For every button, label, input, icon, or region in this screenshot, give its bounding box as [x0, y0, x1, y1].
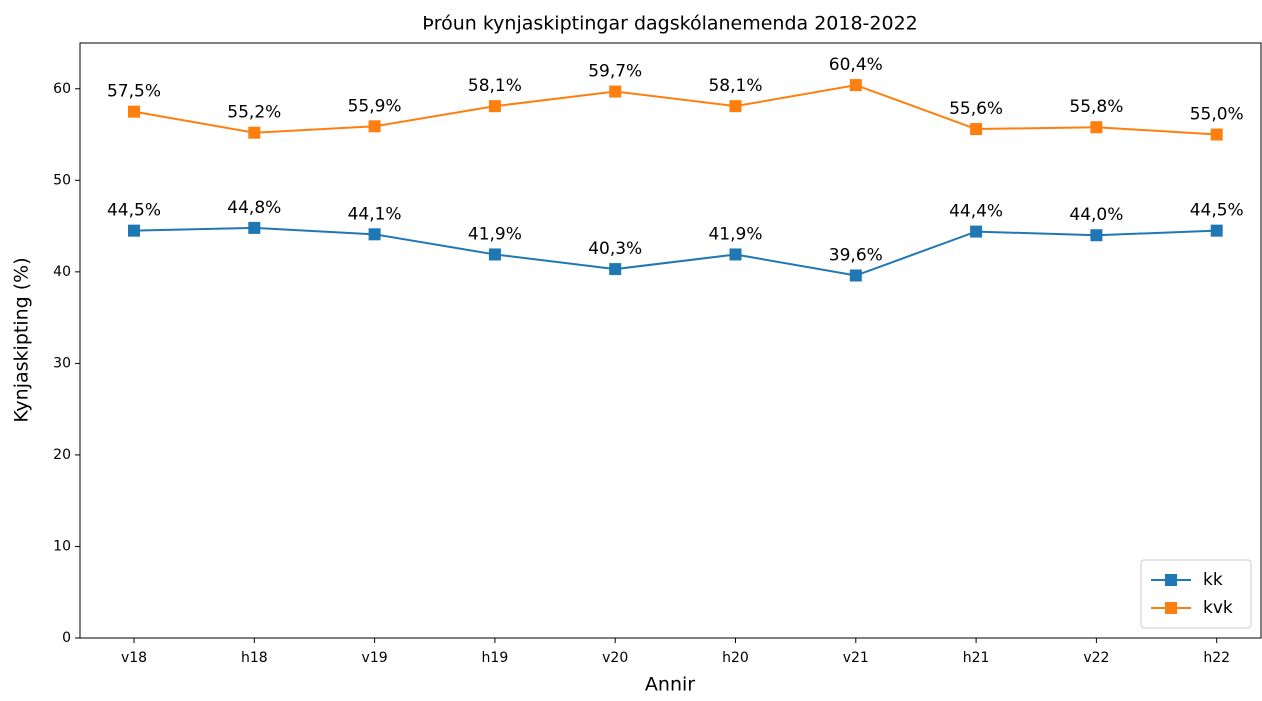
x-tick-label: v21: [843, 650, 869, 666]
point-marker: [609, 85, 622, 98]
legend-box: [1140, 559, 1252, 629]
point-marker: [128, 224, 140, 237]
x-tick-label: v22: [1083, 650, 1109, 666]
y-tick-label: 60: [53, 81, 71, 97]
value-label: 60,4%: [829, 55, 883, 75]
point-marker: [729, 248, 742, 261]
point-marker: [368, 228, 381, 241]
point-marker: [970, 123, 983, 136]
legend-label: kk: [1203, 570, 1223, 590]
y-tick-label: 0: [62, 630, 71, 646]
legend-marker: [1165, 574, 1177, 586]
x-tick-label: v19: [362, 650, 388, 666]
value-label: 58,1%: [708, 76, 762, 96]
point-marker: [849, 269, 862, 282]
value-label: 39,6%: [829, 246, 883, 266]
value-label: 41,9%: [708, 224, 762, 244]
value-label: 55,8%: [1069, 97, 1123, 117]
value-label: 55,0%: [1190, 105, 1244, 125]
legend-label: kvk: [1203, 598, 1233, 618]
point-marker: [128, 105, 140, 118]
value-label: 59,7%: [588, 62, 642, 82]
point-marker: [609, 263, 622, 276]
point-marker: [1090, 121, 1103, 134]
x-tick-label: h18: [241, 650, 268, 666]
point-marker: [488, 100, 501, 113]
y-axis-label: Kynjaskipting (%): [11, 257, 33, 422]
value-label: 40,3%: [588, 239, 642, 259]
value-label: 44,0%: [1069, 205, 1123, 225]
point-marker: [849, 79, 862, 92]
x-tick-label: h21: [963, 650, 990, 666]
value-label: 55,9%: [348, 96, 402, 116]
y-tick-label: 10: [53, 538, 71, 554]
point-marker: [488, 248, 501, 261]
value-label: 41,9%: [468, 224, 522, 244]
point-marker: [970, 225, 983, 238]
plot-frame: [79, 42, 1262, 639]
x-tick-label: h22: [1203, 650, 1230, 666]
value-label: 44,1%: [348, 204, 402, 224]
legend: kk kvk: [1140, 559, 1252, 629]
x-tick-label: h20: [722, 650, 749, 666]
value-label: 58,1%: [468, 76, 522, 96]
chart-title: Þróun kynjaskiptingar dagskólanemenda 20…: [422, 13, 918, 35]
y-tick-label: 20: [53, 447, 71, 463]
point-marker: [729, 100, 742, 113]
x-tick-label: v18: [121, 650, 147, 666]
point-marker: [368, 120, 381, 133]
legend-marker: [1165, 602, 1177, 614]
point-marker: [1210, 128, 1223, 141]
y-tick-label: 40: [53, 264, 71, 280]
x-tick-label: h19: [482, 650, 509, 666]
y-tick-label: 50: [53, 172, 71, 188]
value-label: 44,5%: [107, 201, 161, 221]
series-line: [133, 226, 1217, 277]
value-label: 57,5%: [107, 82, 161, 102]
value-label: 44,4%: [949, 202, 1003, 222]
series-line: [133, 84, 1217, 136]
value-label: 55,2%: [227, 103, 281, 123]
point-marker: [248, 126, 261, 139]
point-marker: [248, 221, 261, 234]
x-tick-label: v20: [602, 650, 628, 666]
value-label: 44,8%: [227, 198, 281, 218]
value-label: 55,6%: [949, 99, 1003, 119]
point-marker: [1210, 224, 1223, 237]
value-label: 44,5%: [1190, 201, 1244, 221]
point-marker: [1090, 229, 1103, 242]
y-tick-label: 30: [53, 355, 71, 371]
x-axis-label: Annir: [645, 674, 695, 696]
